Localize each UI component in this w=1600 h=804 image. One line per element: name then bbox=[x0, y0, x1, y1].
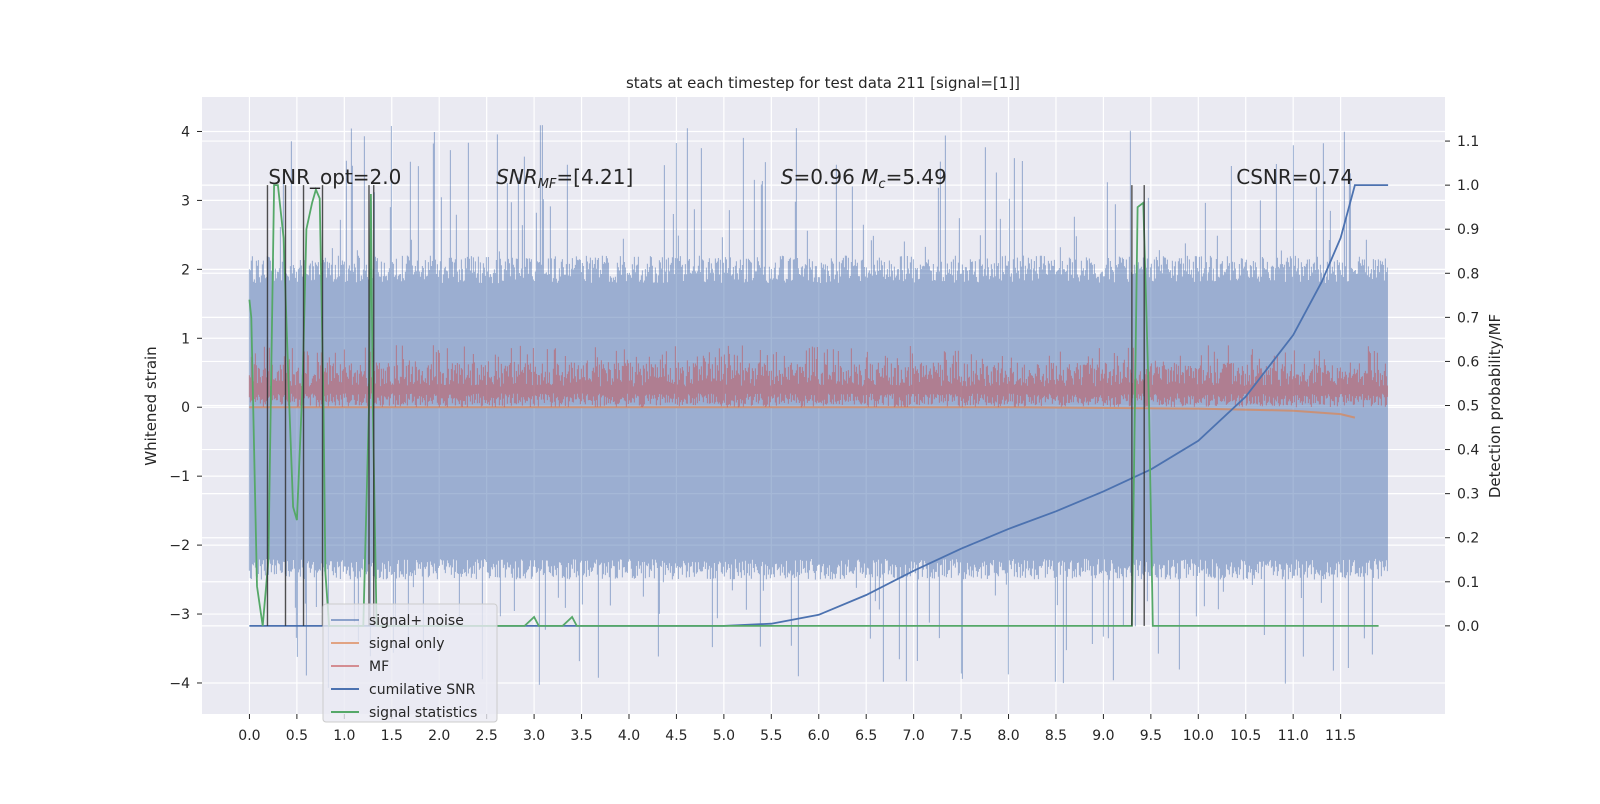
series-signal-only bbox=[249, 406, 1356, 419]
x-tick-label: 9.0 bbox=[1092, 728, 1114, 744]
annotation-snr-opt: SNR_opt=2.0 bbox=[268, 165, 401, 189]
y2-tick-label: 0.4 bbox=[1457, 443, 1479, 459]
y2-tick-label: 1.0 bbox=[1457, 178, 1479, 194]
x-tick-label: 4.0 bbox=[618, 728, 640, 744]
y-axis-label: Whitened strain bbox=[142, 346, 160, 465]
x-tick-label: 2.0 bbox=[428, 728, 450, 744]
y2-tick-label: 0.0 bbox=[1457, 619, 1479, 635]
right-axis-ticks: 1.1 1.0 0.9 0.8 0.7 0.6 0.5 0.4 0.3 0.2 0.1 0.0 bbox=[1445, 134, 1479, 635]
y2-tick-label: 0.3 bbox=[1457, 487, 1479, 503]
legend: signal+ noise signal only MF cumilative SNR… bbox=[322, 603, 498, 723]
annotation-snr-mf: SNRMF=[4.21] bbox=[496, 165, 633, 192]
y2-axis-label: Detection probability/MF bbox=[1486, 314, 1504, 498]
x-tick-label: 2.5 bbox=[476, 728, 498, 744]
y-tick-label: −2 bbox=[169, 538, 190, 554]
y2-tick-label: 0.2 bbox=[1457, 531, 1479, 547]
y-tick-label: 3 bbox=[181, 193, 190, 209]
y-tick-label: −4 bbox=[169, 676, 190, 692]
series-signal-statistics bbox=[248, 184, 1379, 627]
x-tick-label: 5.0 bbox=[713, 728, 735, 744]
x-tick-label: 5.5 bbox=[760, 728, 782, 744]
x-tick-label: 8.5 bbox=[1045, 728, 1067, 744]
x-tick-label: 11.0 bbox=[1278, 728, 1309, 744]
series-layer bbox=[248, 125, 1389, 688]
series-cumilative-snr bbox=[249, 184, 1389, 627]
x-tick-label: 8.0 bbox=[997, 728, 1019, 744]
chart-title: stats at each timestep for test data 211… bbox=[626, 74, 1020, 92]
x-axis-ticks: 0.0 0.5 1.0 1.5 2.0 2.5 3.0 3.5 4.0 4.5 5.0 5.5 6.0 6… bbox=[238, 714, 1356, 744]
x-tick-label: 10.5 bbox=[1230, 728, 1261, 744]
y2-tick-label: 0.5 bbox=[1457, 399, 1479, 415]
legend-label-0: signal+ noise bbox=[369, 613, 464, 629]
y-tick-label: 2 bbox=[181, 262, 190, 278]
x-tick-label: 1.5 bbox=[381, 728, 403, 744]
y2-tick-label: 0.7 bbox=[1457, 310, 1479, 326]
y2-tick-label: 1.1 bbox=[1457, 134, 1479, 150]
y-tick-label: 1 bbox=[181, 331, 190, 347]
x-tick-label: 3.5 bbox=[570, 728, 592, 744]
y2-tick-label: 0.9 bbox=[1457, 222, 1479, 238]
y2-tick-label: 0.1 bbox=[1457, 575, 1479, 591]
x-tick-label: 6.5 bbox=[855, 728, 877, 744]
annotation-csnr: CSNR=0.74 bbox=[1236, 165, 1353, 189]
x-tick-label: 11.5 bbox=[1325, 728, 1356, 744]
legend-label-1: signal only bbox=[369, 636, 444, 652]
x-tick-label: 0.5 bbox=[286, 728, 308, 744]
x-tick-label: 0.0 bbox=[238, 728, 260, 744]
left-axis-ticks: 4 3 2 1 0 −1 −2 −3 −4 bbox=[169, 124, 202, 692]
x-tick-label: 4.5 bbox=[665, 728, 687, 744]
x-tick-label: 10.0 bbox=[1183, 728, 1214, 744]
y-tick-label: −3 bbox=[169, 607, 190, 623]
legend-label-2: MF bbox=[369, 659, 389, 675]
x-tick-label: 7.0 bbox=[903, 728, 925, 744]
annotation-s-mc: S=0.96 Mc=5.49 bbox=[781, 165, 947, 192]
legend-label-3: cumilative SNR bbox=[369, 682, 476, 698]
y-tick-label: 0 bbox=[181, 400, 190, 416]
y-tick-label: −1 bbox=[169, 469, 190, 485]
x-tick-label: 9.5 bbox=[1140, 728, 1162, 744]
legend-label-4: signal statistics bbox=[369, 705, 477, 721]
y-tick-label: 4 bbox=[181, 124, 190, 140]
x-tick-label: 7.5 bbox=[950, 728, 972, 744]
y2-tick-label: 0.6 bbox=[1457, 354, 1479, 370]
annotations: SNR_opt=2.0 SNRMF=[4.21] S=0.96 Mc=5.49 CSN… bbox=[268, 165, 1353, 192]
x-tick-label: 1.0 bbox=[333, 728, 355, 744]
markers-layer bbox=[266, 185, 1145, 626]
legend-box bbox=[322, 603, 498, 723]
x-tick-label: 3.0 bbox=[523, 728, 545, 744]
x-tick-label: 6.0 bbox=[808, 728, 830, 744]
y2-tick-label: 0.8 bbox=[1457, 266, 1479, 282]
